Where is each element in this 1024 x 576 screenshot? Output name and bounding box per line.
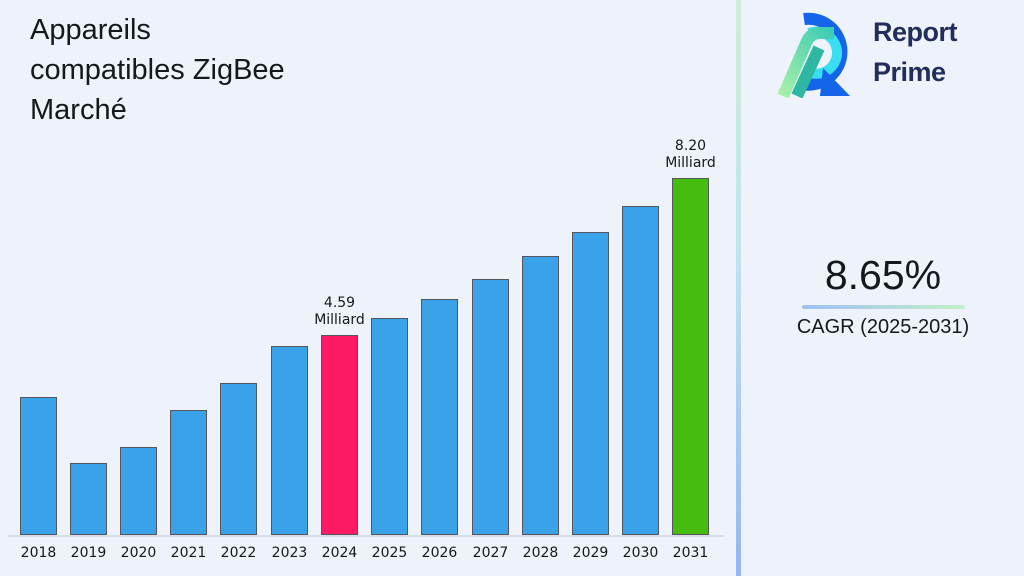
x-tick-label-2019: 2019 [70,545,107,561]
x-tick-label-2026: 2026 [421,545,458,561]
x-tick-label-2023: 2023 [271,545,308,561]
bar-2030 [622,206,659,535]
brand-name: Report Prime [873,12,958,92]
bar-2031 [672,178,709,535]
x-tick-label-2025: 2025 [371,545,408,561]
bar-chart: 2018 2019 2020 2021 2022 2023 2024 2025 2026 2027… [8,138,724,561]
panel-divider [736,0,741,576]
bar-2029 [572,232,609,535]
x-axis-line [8,535,724,537]
cagr-value: 8.65% [824,252,942,298]
bar-2027 [472,279,509,535]
cagr-label: CAGR (2025-2031) [796,316,970,338]
bar-2025 [371,318,408,535]
reportprime-logo-icon [778,12,850,98]
bar-2026 [421,299,458,535]
bar-2022 [220,383,257,535]
x-tick-label-2029: 2029 [572,545,609,561]
x-tick-label-2027: 2027 [472,545,509,561]
cagr-underline [801,305,965,309]
bar-2028 [522,256,559,535]
brand-name-line2: Prime [873,57,946,87]
reportprime-logo: Report Prime [778,8,1018,103]
bar-annotation-2024: 4.59 Milliard [314,295,365,328]
x-tick-label-2021: 2021 [170,545,207,561]
bar-2023 [271,346,308,535]
cagr-block: 8.65% CAGR (2025-2031) [762,250,1004,339]
x-tick-label-2031: 2031 [672,545,709,561]
bar-2024 [321,335,358,535]
x-tick-label-2018: 2018 [20,545,57,561]
bar-2018 [20,397,57,535]
bar-2019 [70,463,107,535]
bar-annotation-2031: 8.20 Milliard [665,138,716,171]
page-title: Appareils compatibles ZigBee Marché [30,14,285,126]
x-tick-label-2030: 2030 [622,545,659,561]
x-tick-label-2028: 2028 [522,545,559,561]
x-tick-label-2024: 2024 [321,545,358,561]
x-tick-label-2020: 2020 [120,545,157,561]
x-tick-label-2022: 2022 [220,545,257,561]
bar-2021 [170,410,207,535]
bar-2020 [120,447,157,535]
brand-name-line1: Report [873,17,958,47]
